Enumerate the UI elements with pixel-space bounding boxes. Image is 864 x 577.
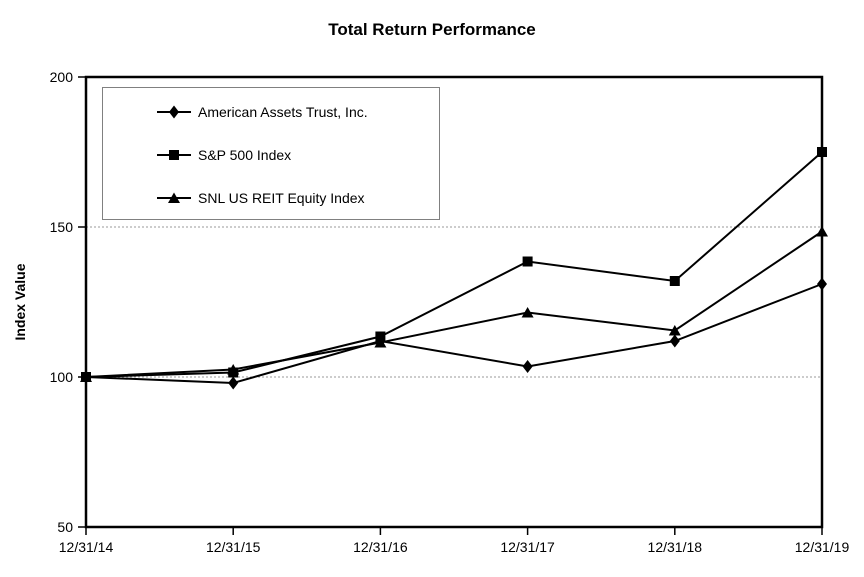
x-tick-label: 12/31/18: [648, 539, 703, 555]
plot-border: [84, 75, 824, 529]
x-tick-label: 12/31/17: [500, 539, 555, 555]
chart-legend: American Assets Trust, Inc. S&P 500 Inde…: [102, 87, 440, 220]
y-tick-label: 100: [50, 369, 74, 385]
diamond-data-marker: [669, 334, 680, 348]
x-tick-label: 12/31/16: [353, 539, 408, 555]
triangle-data-marker: [227, 364, 240, 375]
legend-label: American Assets Trust, Inc.: [198, 103, 368, 120]
triangle-data-marker: [668, 325, 681, 336]
legend-item-american-assets-trust: American Assets Trust, Inc.: [103, 90, 439, 133]
legend-label: SNL US REIT Equity Index: [198, 189, 365, 206]
square-marker-icon: [157, 149, 191, 160]
square-data-marker: [817, 147, 827, 157]
series-line-s-p-500-index: [85, 151, 823, 378]
diamond-data-marker: [817, 277, 827, 291]
square-data-marker: [522, 256, 533, 267]
triangle-data-marker: [374, 337, 387, 348]
x-tick-label: 12/31/14: [59, 539, 114, 555]
square-data-marker: [669, 276, 680, 286]
triangle-data-marker: [80, 371, 92, 382]
diamond-marker-glyph: [169, 105, 179, 118]
series-line-american-assets-trust-inc: [85, 283, 823, 385]
x-tick-label: 12/31/15: [206, 539, 261, 555]
diamond-data-marker: [522, 360, 533, 373]
diamond-marker-icon: [157, 105, 191, 118]
chart-title: Total Return Performance: [328, 20, 536, 39]
x-tick-label: 12/31/19: [795, 539, 850, 555]
square-data-marker: [375, 331, 386, 342]
y-tick-label: 50: [57, 519, 73, 535]
legend-label: S&P 500 Index: [198, 146, 292, 163]
triangle-data-marker: [816, 226, 828, 237]
diamond-data-marker: [228, 376, 239, 390]
triangle-marker-glyph: [168, 192, 180, 203]
y-tick-label: 150: [50, 219, 74, 235]
triangle-data-marker: [521, 307, 534, 318]
triangle-marker-icon: [157, 192, 191, 203]
legend-item-snl-us-reit-equity-index: SNL US REIT Equity Index: [103, 176, 439, 219]
legend-item-sp-500-index: S&P 500 Index: [103, 133, 439, 176]
square-marker-glyph: [169, 149, 179, 160]
y-tick-label: 200: [50, 69, 74, 85]
series-line-snl-us-reit-equity-index: [85, 230, 823, 378]
